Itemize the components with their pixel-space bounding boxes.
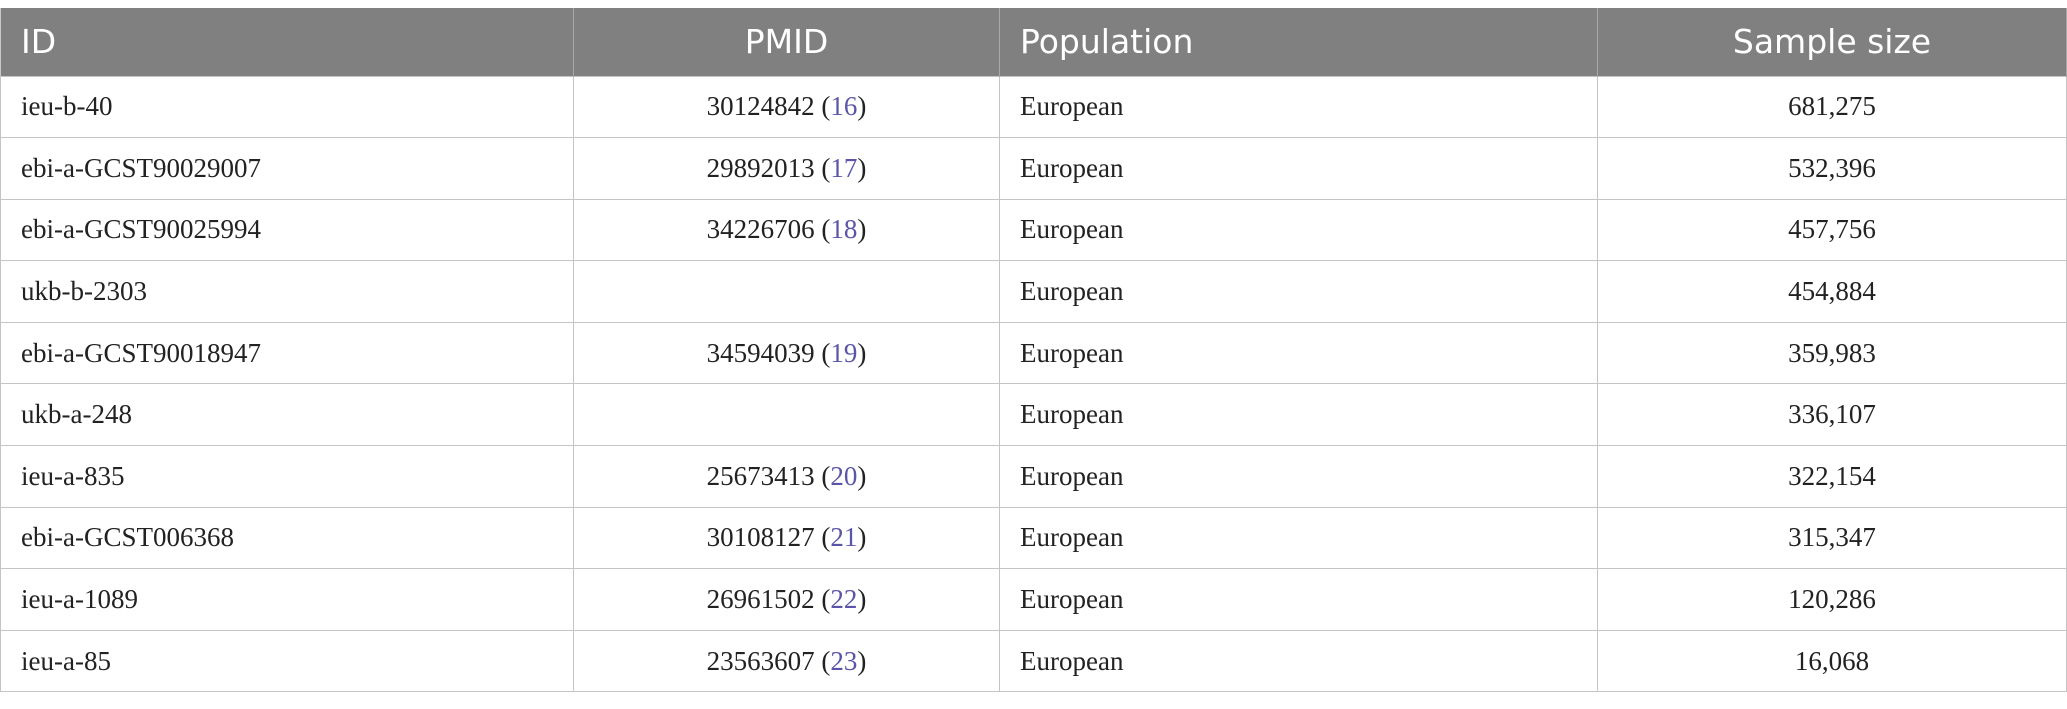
cell-population: European <box>999 137 1598 200</box>
cell-sample-size: 454,884 <box>1597 260 2067 323</box>
cell-id: ieu-b-40 <box>0 75 574 139</box>
cell-sample-size: 457,756 <box>1597 198 2067 262</box>
cell-sample-size: 336,107 <box>1597 383 2067 447</box>
reference-link[interactable]: 20 <box>830 460 858 491</box>
pmid-number: 23563607 <box>706 645 815 676</box>
cell-id: ebi-a-GCST006368 <box>0 506 574 570</box>
reference-link[interactable]: 22 <box>830 584 858 615</box>
cell-population: European <box>999 260 1598 323</box>
cell-id: ieu-a-85 <box>0 629 574 693</box>
cell-population: European <box>999 629 1598 693</box>
pmid-number: 34594039 <box>706 337 815 368</box>
cell-sample-size: 315,347 <box>1597 506 2067 570</box>
cell-pmid <box>573 383 1000 447</box>
cell-pmid: 34226706 (18) <box>573 198 1000 262</box>
gwas-datasets-table: ID PMID Population Sample size ieu-b-40 3… <box>0 8 2067 693</box>
table-row: ieu-a-1089 26961502 (22) European 120,286 <box>0 568 2067 631</box>
table-row: ukb-b-2303 European 454,884 <box>0 260 2067 323</box>
reference-link[interactable]: 23 <box>830 645 858 676</box>
data-table-container: ID PMID Population Sample size ieu-b-40 3… <box>0 8 2067 693</box>
cell-population: European <box>999 568 1598 631</box>
table-row: ukb-a-248 European 336,107 <box>0 383 2067 447</box>
column-header-population: Population <box>999 8 1598 76</box>
cell-id: ebi-a-GCST90025994 <box>0 198 574 262</box>
table-row: ieu-a-85 23563607 (23) European 16,068 <box>0 629 2067 693</box>
cell-sample-size: 322,154 <box>1597 445 2067 508</box>
cell-pmid: 29892013 (17) <box>573 137 1000 200</box>
table-row: ebi-a-GCST90025994 34226706 (18) European 4… <box>0 198 2067 262</box>
column-header-id: ID <box>0 8 574 76</box>
cell-sample-size: 16,068 <box>1597 629 2067 693</box>
cell-id: ebi-a-GCST90018947 <box>0 321 574 385</box>
cell-id: ieu-a-835 <box>0 445 574 508</box>
cell-pmid <box>573 260 1000 323</box>
pmid-number: 30108127 <box>706 522 815 553</box>
cell-sample-size: 681,275 <box>1597 75 2067 139</box>
cell-pmid: 25673413 (20) <box>573 445 1000 508</box>
table-row: ieu-b-40 30124842 (16) European 681,275 <box>0 75 2067 139</box>
reference-link[interactable]: 17 <box>830 152 858 183</box>
table-row: ebi-a-GCST006368 30108127 (21) European 315… <box>0 506 2067 570</box>
pmid-number: 25673413 <box>706 460 815 491</box>
table-row: ebi-a-GCST90018947 34594039 (19) European 3… <box>0 321 2067 385</box>
pmid-number: 29892013 <box>706 152 815 183</box>
cell-population: European <box>999 198 1598 262</box>
cell-pmid: 23563607 (23) <box>573 629 1000 693</box>
pmid-number: 34226706 <box>706 214 815 245</box>
cell-population: European <box>999 75 1598 139</box>
cell-id: ukb-b-2303 <box>0 260 574 323</box>
cell-id: ukb-a-248 <box>0 383 574 447</box>
cell-population: European <box>999 321 1598 385</box>
table-row: ebi-a-GCST90029007 29892013 (17) European 5… <box>0 137 2067 200</box>
cell-id: ieu-a-1089 <box>0 568 574 631</box>
cell-id: ebi-a-GCST90029007 <box>0 137 574 200</box>
cell-population: European <box>999 506 1598 570</box>
cell-sample-size: 120,286 <box>1597 568 2067 631</box>
header-row: ID PMID Population Sample size <box>0 8 2067 76</box>
cell-pmid: 30124842 (16) <box>573 75 1000 139</box>
reference-link[interactable]: 16 <box>830 91 858 122</box>
cell-sample-size: 359,983 <box>1597 321 2067 385</box>
cell-pmid: 34594039 (19) <box>573 321 1000 385</box>
pmid-number: 30124842 <box>706 91 815 122</box>
cell-pmid: 26961502 (22) <box>573 568 1000 631</box>
cell-population: European <box>999 383 1598 447</box>
reference-link[interactable]: 21 <box>830 522 858 553</box>
reference-link[interactable]: 18 <box>830 214 858 245</box>
table-header: ID PMID Population Sample size <box>0 8 2067 76</box>
column-header-sample-size: Sample size <box>1597 8 2067 76</box>
cell-pmid: 30108127 (21) <box>573 506 1000 570</box>
cell-sample-size: 532,396 <box>1597 137 2067 200</box>
pmid-number: 26961502 <box>706 584 815 615</box>
reference-link[interactable]: 19 <box>830 337 858 368</box>
cell-population: European <box>999 445 1598 508</box>
column-header-pmid: PMID <box>573 8 1000 76</box>
table-row: ieu-a-835 25673413 (20) European 322,154 <box>0 445 2067 508</box>
table-body: ieu-b-40 30124842 (16) European 681,275 ebi-… <box>0 75 2067 693</box>
